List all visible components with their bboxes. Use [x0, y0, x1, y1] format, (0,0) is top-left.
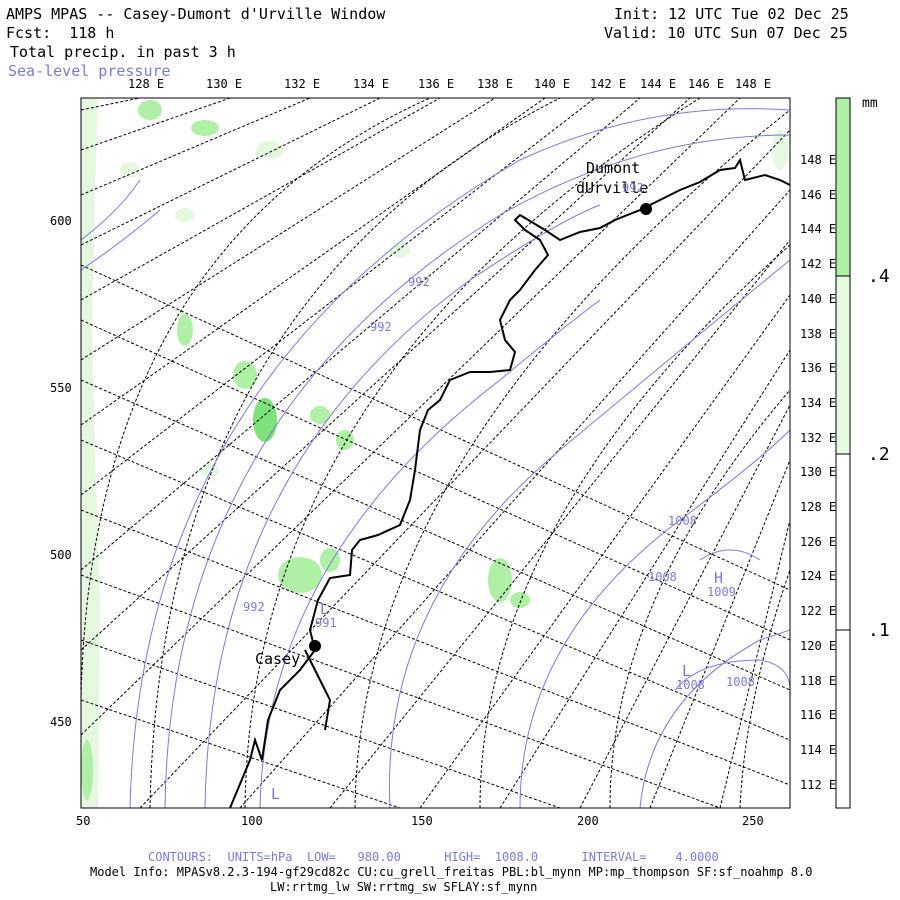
contour-label: 992: [370, 320, 392, 334]
top-longitude-label: 134 E: [353, 77, 390, 91]
low-pressure-center: L: [682, 662, 692, 680]
x-axis-label: 200: [577, 814, 599, 828]
right-longitude-label: 112 E: [800, 777, 837, 792]
top-longitude-label: 146 E: [688, 77, 725, 91]
model-info-line2: LW:rrtmg_lw SW:rrtmg_sw SFLAY:sf_mynn: [270, 880, 538, 894]
top-longitude-label: 130 E: [206, 77, 243, 91]
right-longitude-label: 116 E: [800, 708, 837, 723]
contour-label: 991: [315, 616, 337, 630]
precip-layer: [81, 98, 788, 808]
graticule: [81, 98, 790, 808]
map-title: AMPS MPAS -- Casey-Dumont d'Urville Wind…: [6, 5, 386, 23]
right-longitude-label: 126 E: [800, 534, 837, 549]
field-slp-label: Sea-level pressure: [8, 62, 171, 80]
top-longitude-label: 138 E: [477, 77, 514, 91]
right-longitude-label: 124 E: [800, 569, 837, 584]
casey-label: Casey: [255, 650, 301, 668]
forecast-hour: Fcst: 118 h: [6, 24, 115, 42]
contour-label: 1008: [668, 514, 697, 528]
right-longitude-label: 134 E: [800, 395, 837, 410]
x-axis-label: 100: [241, 814, 263, 828]
colorbar-unit: mm: [862, 96, 878, 111]
right-longitude-label: 148 E: [800, 153, 837, 167]
contour-label: 992: [408, 275, 430, 289]
contour-label: 1008: [726, 675, 755, 689]
low-pressure-center: L: [320, 600, 330, 618]
top-longitude-label: 144 E: [640, 77, 677, 91]
y-axis-label: 600: [50, 214, 72, 228]
colorbar-segment-mid: [835, 275, 851, 455]
y-axis-label: 450: [50, 715, 72, 729]
x-axis-label: 50: [76, 814, 91, 828]
init-time: Init: 12 UTC Tue 02 Dec 25: [614, 5, 849, 23]
x-axis-label: 250: [742, 814, 764, 828]
right-longitude-label: 122 E: [800, 604, 837, 619]
right-longitude-label: 114 E: [800, 742, 837, 757]
colorbar-label: .1: [868, 620, 890, 641]
colorbar-segment-low: [835, 453, 851, 631]
right-longitude-label: 120 E: [800, 638, 837, 653]
top-longitude-label: 140 E: [534, 77, 571, 91]
casey-marker[interactable]: [309, 640, 321, 652]
contour-label: 1008: [676, 678, 705, 692]
right-longitude-label: 132 E: [800, 430, 837, 445]
colorbar-segment-lowest: [835, 629, 851, 809]
top-longitude-label: 132 E: [284, 77, 321, 91]
right-longitude-label: 136 E: [800, 361, 837, 376]
dumont-label-line1: Dumont: [586, 159, 641, 177]
right-longitude-label: 142 E: [800, 257, 837, 272]
valid-time: Valid: 10 UTC Sun 07 Dec 25: [604, 24, 848, 42]
dumont-durville-marker[interactable]: [640, 203, 652, 215]
colorbar-label: .2: [868, 444, 890, 465]
contour-label: 992: [622, 181, 644, 195]
right-longitude-label: 144 E: [800, 222, 837, 237]
model-info-line1: Model Info: MPASv8.2.3-194-gf29cd82c CU:…: [90, 865, 813, 879]
x-axis-label: 150: [411, 814, 433, 828]
top-longitude-label: 142 E: [590, 77, 627, 91]
dumont-label-line2: dUrville: [576, 179, 649, 197]
right-longitude-label: 130 E: [800, 465, 837, 480]
map-frame: [80, 97, 791, 809]
y-axis-label: 550: [50, 381, 72, 395]
top-longitude-label: 128 E: [128, 77, 165, 91]
field-precip-label: Total precip. in past 3 h: [10, 43, 236, 61]
contours-info: CONTOURS: UNITS=hPa LOW= 980.00 HIGH= 10…: [148, 850, 719, 864]
top-longitude-label: 136 E: [418, 77, 455, 91]
right-longitude-label: 140 E: [800, 291, 837, 306]
right-longitude-label: 146 E: [800, 187, 837, 202]
high-pressure-center: H: [714, 569, 724, 587]
contour-label: 1008: [648, 570, 677, 584]
colorbar-label: .4: [868, 266, 890, 287]
right-longitude-label: 138 E: [800, 326, 837, 341]
y-axis-label: 500: [50, 548, 72, 562]
colorbar-segment-high: [835, 97, 851, 277]
right-longitude-label: 118 E: [800, 673, 837, 688]
contour-label: 992: [243, 600, 265, 614]
contour-label: 1009: [707, 585, 736, 599]
top-longitude-label: 148 E: [735, 77, 772, 91]
coastline: [229, 157, 790, 808]
right-longitude-label: 128 E: [800, 500, 837, 514]
low-pressure-center: L: [271, 785, 281, 803]
